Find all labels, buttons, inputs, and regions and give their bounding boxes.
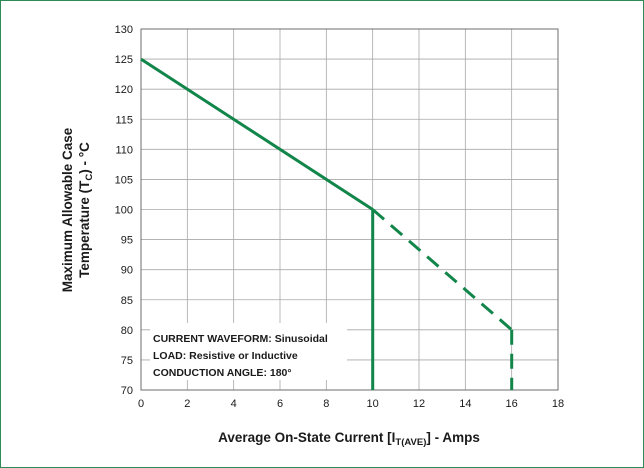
y-tick-label: 75 (121, 355, 133, 367)
y-tick-label: 110 (115, 144, 133, 156)
y-tick-label: 120 (115, 84, 133, 96)
y-axis-label: Maximum Allowable Case Temperature (TC) … (60, 127, 95, 292)
plot-border (140, 28, 559, 391)
y-axis-label-line2: Temperature (TC) - °C (77, 142, 95, 278)
dashed-derating-line (371, 208, 513, 331)
annotation-waveform: CURRENT WAVEFORM: Sinusoidal (153, 333, 328, 345)
axes (140, 28, 559, 391)
annotation-conduction-angle: CONDUCTION ANGLE: 180° (153, 367, 292, 379)
annotation-background (150, 323, 347, 380)
x-axis-label-unit: ] - Amps (426, 430, 480, 445)
y-tick-label: 95 (121, 235, 133, 247)
x-tick-label: 4 (231, 398, 237, 410)
x-tick-label: 2 (184, 398, 190, 410)
x-tick-label: 10 (367, 398, 379, 410)
y-tick-label: 125 (115, 54, 133, 66)
y-tick-labels: 70 75 80 85 90 95 100 105 110 115 120 125 130 (115, 24, 133, 397)
annotation-box: CURRENT WAVEFORM: Sinusoidal LOAD: Resis… (150, 323, 347, 380)
x-tick-label: 16 (506, 398, 518, 410)
y-axis-label-subscript: C (84, 174, 95, 181)
y-axis-label-line1: Maximum Allowable Case (60, 127, 75, 292)
y-tick-label: 70 (121, 385, 133, 397)
x-tick-label: 14 (459, 398, 471, 410)
y-tick-label: 130 (115, 24, 133, 36)
x-axis-label-subscript: T(AVE) (395, 437, 426, 448)
y-tick-label: 105 (115, 174, 133, 186)
x-tick-labels: 0 2 4 6 8 10 12 14 16 18 (138, 398, 564, 410)
y-tick-label: 90 (121, 265, 133, 277)
y-axis-label-line2-main: Temperature (T (77, 180, 92, 278)
y-tick-label: 100 (115, 205, 133, 217)
x-axis-label-main: Average On-State Current [I (218, 430, 395, 445)
x-tick-label: 0 (138, 398, 144, 410)
x-tick-label: 6 (277, 398, 283, 410)
y-tick-label: 80 (121, 325, 133, 337)
x-axis-label: Average On-State Current [IT(AVE)] - Amp… (218, 430, 480, 448)
y-tick-label: 85 (121, 295, 133, 307)
y-tick-label: 115 (115, 114, 133, 126)
x-tick-label: 8 (323, 398, 329, 410)
solid-derating-line (140, 57, 374, 211)
annotation-load: LOAD: Resistive or Inductive (153, 350, 298, 362)
y-axis-label-unit: ) - °C (77, 142, 92, 174)
x-tick-label: 12 (413, 398, 425, 410)
x-tick-label: 18 (552, 398, 564, 410)
series-lines (140, 57, 514, 390)
